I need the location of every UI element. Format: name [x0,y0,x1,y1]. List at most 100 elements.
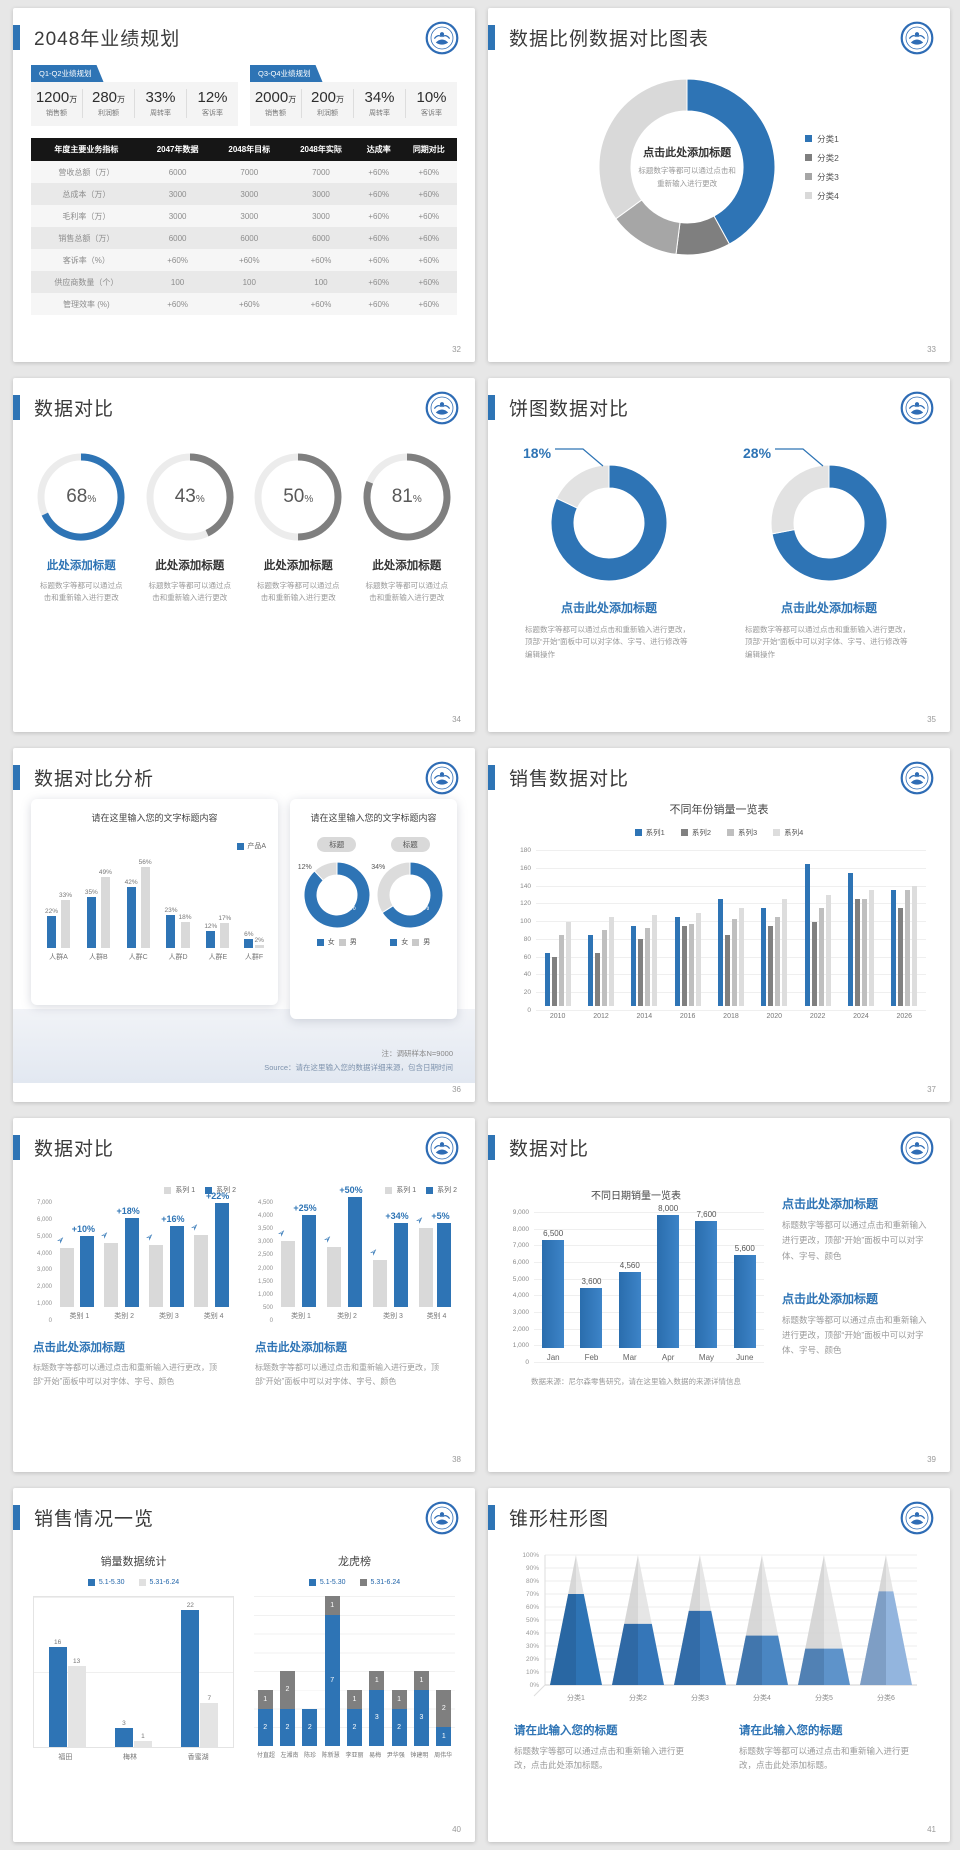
pie-callout: 18% [523,445,607,469]
stat: 34% 周转率 [354,89,406,118]
stacked-bar: 2 [302,1708,318,1746]
bar [811,921,817,1006]
bar [768,926,774,1006]
bar-segment: 1 [391,1689,407,1709]
legend-item: 系列4 [773,827,803,838]
bar [804,863,810,1006]
bar [80,1236,95,1307]
bar-label: 17% [218,915,232,923]
table-cell: 3000 [285,183,357,205]
stat: 1200万 销售额 [31,89,83,118]
legend: 系列1 系列2 系列3 系列4 [488,827,950,838]
value-label: 3,600 [581,1277,602,1286]
bar-chart-card: 请在这里输入您的文字标题内容 产品A 22% 33% 人群A 35% 49% [31,799,278,1005]
bar [86,897,96,948]
bar-group: 3,600 Feb [580,1277,603,1362]
stat-group: Q1-Q2业绩规划 1200万 销售额 280万 利润额 33% 周转率 12% 客诉率 [31,63,238,126]
brand-logo-icon [425,1131,459,1165]
slide-35[interactable]: 饼图数据对比 18% 点击此处添加标题 标题数字等都可以通过点击和重新输入进行更… [488,378,950,732]
brand-logo-icon [425,391,459,425]
category-label: 分类2 [629,1693,647,1702]
slide-36[interactable]: 数据对比分析 请在这里输入您的文字标题内容 产品A 22% 33% 人群A [13,748,475,1102]
table-cell: 100 [141,271,214,293]
category-label: 周伟华 [434,1753,453,1759]
plot-area: 6,500 Jan 3,600 Feb 4,560 Mar [534,1204,764,1363]
category-label: June [736,1353,754,1362]
pie-title: 点击此处添加标题 [780,601,877,615]
slide-34[interactable]: 数据对比 68% 此处添加标题 标题数字等都可以通过点击和重新输入进行更改 43… [13,378,475,732]
slide-40[interactable]: 销售情况一览 销量数据统计 5.1-5.30 5.31-6.24 16 13 3 … [13,1488,475,1842]
bar [193,1234,208,1307]
bar [847,872,853,1006]
bar-group: 6% 2% 人群F [244,931,264,962]
source-note: 数据来源：尼尔森零售研究，请在这里输入数据的来源详情信息 [531,1377,741,1386]
category-label: 类别 4 [203,1313,224,1320]
table-cell: +60% [213,249,286,271]
table-header-cell: 2047年数据 [141,138,214,161]
value-label: 7 [207,1695,212,1703]
callout-line [555,448,604,467]
bar-segment: 1 [257,1689,273,1709]
category-label: 付直超 [256,1753,275,1759]
bar-group: 8,000 Apr [657,1204,680,1362]
table-header-cell: 2048年实际 [285,138,357,161]
bar [419,1228,434,1307]
gauge-panel: 43% 此处添加标题 标题数字等都可以通过点击和重新输入进行更改 [136,453,245,604]
growth-label: +50% [339,1184,363,1195]
category-label: May [698,1353,715,1362]
page-number: 33 [927,345,936,354]
category-axis: 福田 梅林 香蜜湖 [33,1752,234,1762]
bar [638,939,644,1006]
slide-title: 数据对比 [509,1139,590,1160]
slide-header: 数据比例数据对比图表 [488,24,950,51]
text-block-title: 请在此输入您的标题 [739,1725,843,1737]
category-label: Apr [661,1353,675,1362]
table-cell: +60% [285,293,357,315]
slide-37[interactable]: 销售数据对比 不同年份销量一览表 系列1 系列2 系列3 系列4 180 160 140 1… [488,748,950,1102]
gauge-value: 81% [391,486,422,507]
stat: 2000万 销售额 [250,89,302,118]
legend-swatch [805,173,813,180]
stacked-bar: 1 2 [346,1689,362,1746]
bar-segment: 1 [346,1689,362,1709]
bar [47,916,56,948]
bar [631,926,637,1006]
bar-segment: 2 [436,1689,452,1728]
slide-38[interactable]: 数据对比 系列 1 系列 2 7,000 6,000 5,000 4,000 3,000… [13,1118,475,1472]
legend-item: 5.31-6.24 [138,1579,179,1586]
growth-label: +18% [116,1205,140,1216]
brand-logo-icon [425,1131,459,1165]
growth-label: +10% [71,1224,96,1235]
bar [618,1272,641,1348]
bar-group: ➢ +10% 类别 1 [54,1224,99,1321]
page-number: 41 [927,1825,936,1834]
page-number: 38 [452,1455,461,1464]
slide-33[interactable]: 数据比例数据对比图表 点击此处添加标题 标题数字等都可以通过点击和重新输入进行更… [488,8,950,362]
gauge-panel: 81% 此处添加标题 标题数字等都可以通过点击和重新输入进行更改 [353,453,462,604]
stacked-bar: 2 1 [436,1689,452,1746]
bar [181,1609,200,1747]
bar [169,1226,184,1307]
gauge-ring [146,453,234,541]
stat: 200万 利润额 [302,89,354,118]
bar-label: 33% [59,892,73,900]
bar-label: 6% [244,931,254,939]
slide-41[interactable]: 锥形柱形图 100% 90% 80% 70% 60% 50% 40% 30% 20% 10% 0% 分… [488,1488,950,1842]
table-cell: +60% [400,183,457,205]
table-row: 毛利率（万） 3000 3000 3000 +60% +60% [31,205,457,227]
bar [166,914,176,948]
slide-32[interactable]: 2048年业绩规划 Q1-Q2业绩规划 1200万 销售额 280万 利润额 33% 周转… [13,8,475,362]
bar-group: 16 13 [48,1639,86,1747]
slide-39[interactable]: 数据对比 不同日期销量一览表 9,000 8,000 7,000 6,000 5,000… [488,1118,950,1472]
bar-groups: 22% 33% 人群A 35% 49% 人群B 42% 56% [45,834,264,962]
text-block-title: 点击此处添加标题 [782,1291,879,1306]
growth-arrow-icon: ➢ [98,1228,113,1243]
svg-text:60%: 60% [526,1604,539,1611]
svg-text:0%: 0% [530,1682,540,1689]
value-label: 5,600 [734,1243,755,1253]
slide-content: 不同年份销量一览表 系列1 系列2 系列3 系列4 180 160 140 120 100 80… [488,801,950,1101]
table-row: 客诉率（%） +60% +60% +60% +60% +60% [31,249,457,271]
card-title: 请在这里输入您的文字标题内容 [310,813,437,823]
stat: 12% 客诉率 [197,89,228,117]
